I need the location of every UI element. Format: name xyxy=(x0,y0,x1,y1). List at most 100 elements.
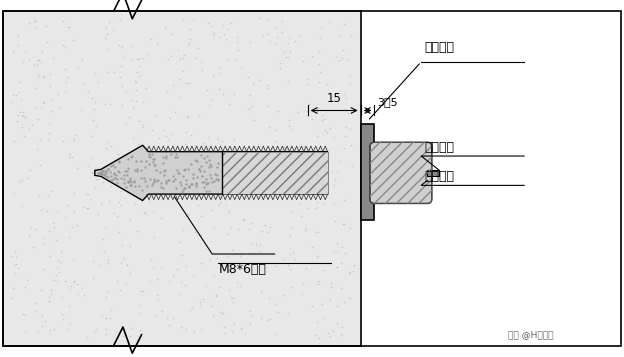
Point xyxy=(279,145,289,150)
Point xyxy=(183,211,193,217)
Point xyxy=(314,278,324,284)
Point xyxy=(286,209,296,215)
Point xyxy=(314,61,324,67)
Point xyxy=(20,329,30,335)
Point xyxy=(88,117,98,123)
Point xyxy=(117,102,127,108)
Point xyxy=(193,147,203,152)
Point xyxy=(185,307,195,313)
Point xyxy=(267,174,277,180)
Point xyxy=(336,285,346,291)
Point xyxy=(341,95,351,101)
Point xyxy=(58,18,68,24)
Point xyxy=(88,169,98,175)
Point xyxy=(213,87,223,92)
Point xyxy=(215,309,225,315)
Point xyxy=(98,236,108,242)
Point xyxy=(83,164,93,169)
Point xyxy=(147,208,157,214)
Point xyxy=(343,110,353,116)
Point xyxy=(66,283,76,288)
Point xyxy=(46,291,56,297)
Point xyxy=(212,255,222,260)
Point xyxy=(339,133,349,139)
Point xyxy=(156,215,166,221)
Point xyxy=(30,104,40,110)
Point xyxy=(55,259,65,265)
Point xyxy=(184,162,194,167)
Point xyxy=(200,180,210,185)
Point xyxy=(345,269,355,275)
Point xyxy=(246,177,256,182)
Point xyxy=(213,201,223,207)
Point xyxy=(267,185,277,190)
Point xyxy=(128,135,138,141)
Point xyxy=(218,22,228,28)
Point xyxy=(69,191,79,196)
Point xyxy=(73,292,83,297)
Point xyxy=(311,332,321,338)
Point xyxy=(222,253,232,259)
Point xyxy=(185,26,195,32)
Point xyxy=(345,126,355,132)
Point xyxy=(255,77,265,83)
Point xyxy=(163,137,173,143)
Point xyxy=(283,262,293,268)
Point xyxy=(339,92,349,97)
Point xyxy=(232,279,242,285)
Point xyxy=(219,324,229,330)
Point xyxy=(129,147,139,152)
Point xyxy=(286,126,296,132)
Point xyxy=(275,66,285,71)
Point xyxy=(187,132,197,138)
Point xyxy=(130,79,140,84)
Point xyxy=(281,186,291,192)
Point xyxy=(76,107,85,112)
Point xyxy=(336,332,346,338)
Bar xyxy=(3,11,361,346)
Point xyxy=(132,155,142,160)
Point xyxy=(341,125,351,130)
Text: 15: 15 xyxy=(327,92,341,105)
Point xyxy=(184,80,194,86)
Point xyxy=(279,256,289,262)
Point xyxy=(14,178,24,184)
Point xyxy=(254,249,264,255)
Point xyxy=(164,322,174,328)
Point xyxy=(118,54,128,60)
Point xyxy=(344,80,354,86)
Point xyxy=(271,263,281,268)
Point xyxy=(271,138,281,144)
Point xyxy=(112,213,122,219)
Point xyxy=(326,284,336,290)
Point xyxy=(245,92,255,98)
Point xyxy=(228,320,238,326)
Point xyxy=(284,123,294,129)
Point xyxy=(192,197,202,202)
Point xyxy=(136,288,146,294)
Point xyxy=(91,123,101,129)
Point xyxy=(152,292,162,298)
Point xyxy=(129,154,139,160)
Point xyxy=(194,159,204,165)
Point xyxy=(6,296,16,301)
Point xyxy=(132,70,142,75)
FancyBboxPatch shape xyxy=(370,142,432,203)
Point xyxy=(24,20,34,25)
Point xyxy=(46,108,56,114)
Point xyxy=(189,195,199,200)
Point xyxy=(347,163,357,169)
Point xyxy=(14,90,24,95)
Point xyxy=(197,213,207,219)
Point xyxy=(303,205,313,211)
Point xyxy=(196,327,206,332)
Point xyxy=(32,74,42,79)
Point xyxy=(285,251,295,256)
Point xyxy=(63,202,73,207)
Point xyxy=(102,139,112,145)
Point xyxy=(160,25,170,31)
Point xyxy=(302,113,312,119)
Point xyxy=(285,49,295,55)
Point xyxy=(61,80,71,85)
Point xyxy=(239,217,249,223)
